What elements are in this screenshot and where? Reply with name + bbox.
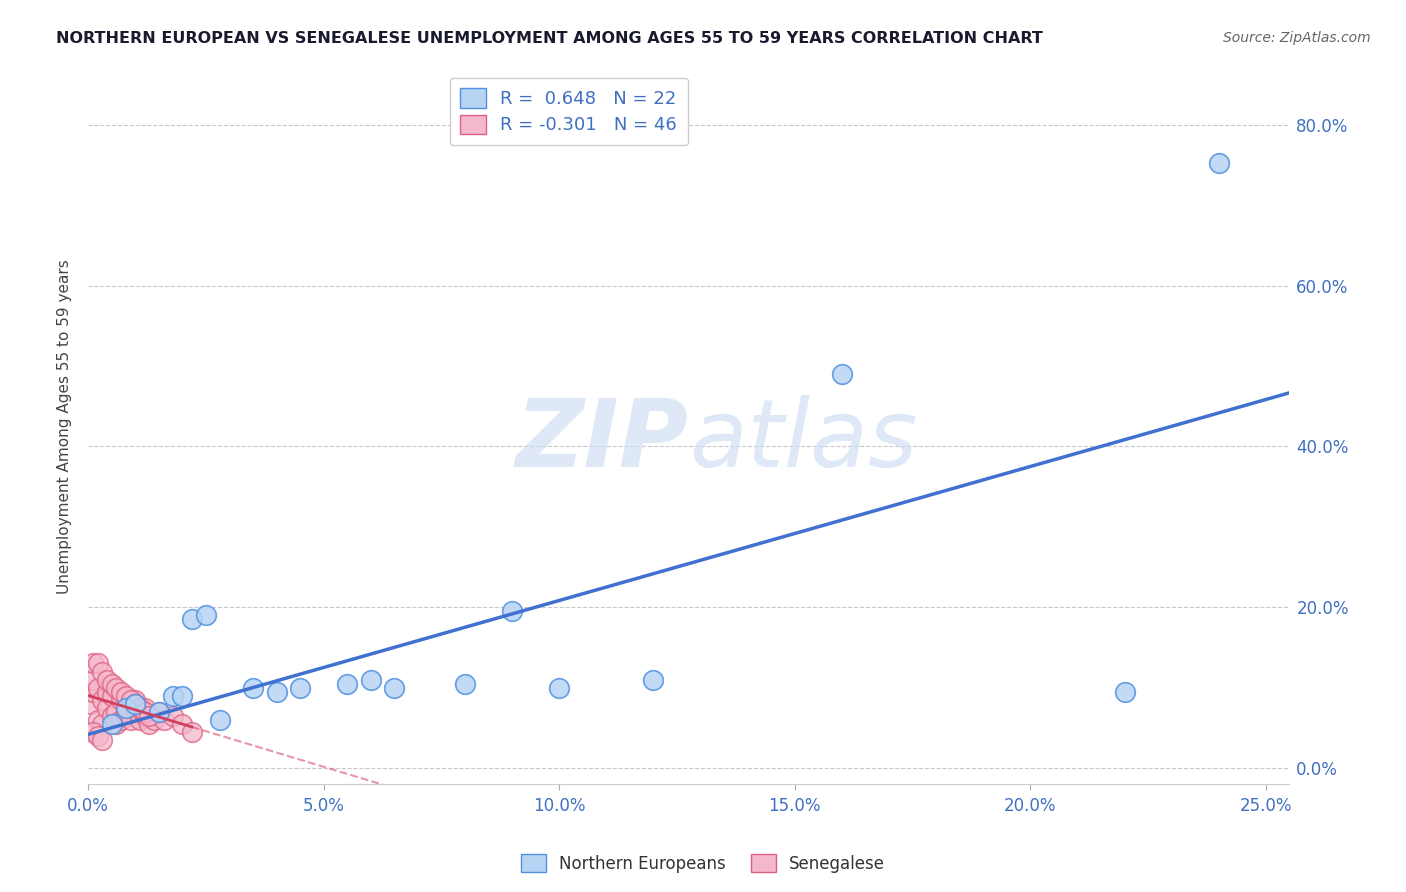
Point: [105, 681, 128, 695]
Point: [143, 713, 166, 727]
Point: [138, 716, 160, 731]
Point: [100, 676, 122, 690]
Point: [360, 673, 382, 687]
Point: [129, 700, 152, 714]
Point: [643, 673, 665, 687]
Point: [82, 673, 104, 687]
Point: [548, 681, 571, 695]
Point: [162, 708, 184, 723]
Point: [162, 689, 184, 703]
Point: [100, 708, 122, 723]
Point: [501, 604, 523, 618]
Point: [91, 692, 114, 706]
Point: [115, 708, 138, 723]
Point: [336, 676, 359, 690]
Point: [194, 608, 217, 623]
Point: [831, 367, 853, 381]
Point: [91, 716, 114, 731]
Point: [105, 705, 128, 719]
Point: [86, 713, 108, 727]
Point: [110, 684, 132, 698]
Point: [86, 681, 108, 695]
Point: [242, 681, 264, 695]
Point: [115, 689, 138, 703]
Text: Source: ZipAtlas.com: Source: ZipAtlas.com: [1223, 31, 1371, 45]
Point: [454, 676, 477, 690]
Point: [91, 665, 114, 679]
Text: ZIP: ZIP: [516, 394, 689, 487]
Point: [86, 729, 108, 743]
Point: [382, 681, 405, 695]
Point: [172, 716, 194, 731]
Point: [134, 705, 156, 719]
Point: [129, 713, 152, 727]
Point: [180, 724, 202, 739]
Point: [110, 692, 132, 706]
Text: NORTHERN EUROPEAN VS SENEGALESE UNEMPLOYMENT AMONG AGES 55 TO 59 YEARS CORRELATI: NORTHERN EUROPEAN VS SENEGALESE UNEMPLOY…: [56, 31, 1043, 46]
Point: [96, 684, 118, 698]
Point: [96, 673, 118, 687]
Point: [134, 708, 156, 723]
Point: [134, 700, 156, 714]
Point: [120, 692, 142, 706]
Point: [115, 705, 138, 719]
Point: [1114, 684, 1136, 698]
Text: atlas: atlas: [689, 395, 917, 486]
Point: [100, 716, 122, 731]
Point: [91, 732, 114, 747]
Legend: Northern Europeans, Senegalese: Northern Europeans, Senegalese: [515, 847, 891, 880]
Point: [148, 705, 170, 719]
Point: [138, 708, 160, 723]
Point: [152, 713, 174, 727]
Point: [82, 724, 104, 739]
Point: [180, 612, 202, 626]
Point: [172, 689, 194, 703]
Legend: R =  0.648   N = 22, R = -0.301   N = 46: R = 0.648 N = 22, R = -0.301 N = 46: [450, 78, 688, 145]
Point: [86, 657, 108, 671]
Point: [266, 684, 288, 698]
Point: [100, 689, 122, 703]
Point: [120, 713, 142, 727]
Y-axis label: Unemployment Among Ages 55 to 59 years: Unemployment Among Ages 55 to 59 years: [58, 259, 72, 594]
Point: [82, 684, 104, 698]
Point: [79, 697, 101, 711]
Point: [288, 681, 311, 695]
Point: [96, 700, 118, 714]
Point: [124, 697, 146, 711]
Point: [209, 713, 232, 727]
Point: [1208, 156, 1230, 170]
Point: [148, 705, 170, 719]
Point: [115, 700, 138, 714]
Point: [124, 692, 146, 706]
Point: [82, 657, 104, 671]
Point: [124, 697, 146, 711]
Point: [124, 700, 146, 714]
Point: [105, 716, 128, 731]
Point: [110, 713, 132, 727]
